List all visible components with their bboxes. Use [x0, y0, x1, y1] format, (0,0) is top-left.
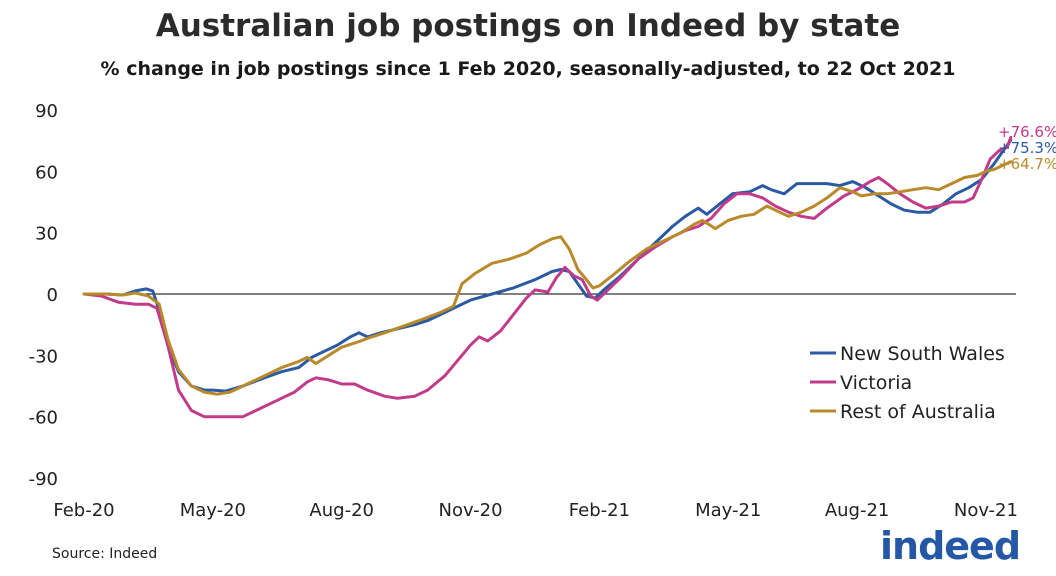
- series-lines: [82, 135, 1013, 419]
- x-tick-label: Nov-21: [954, 500, 1018, 521]
- y-tick-label: -60: [29, 408, 58, 429]
- legend-label: Rest of Australia: [840, 401, 996, 423]
- end-labels: +76.6%+75.3%+64.7%: [998, 123, 1056, 173]
- end-label: +76.6%: [998, 123, 1056, 141]
- legend: New South Wales Victoria Rest of Australia: [810, 343, 1005, 423]
- x-tick-label: Aug-21: [825, 500, 890, 521]
- end-label: +75.3%: [998, 139, 1056, 157]
- y-axis: 90 60 30 0 -30 -60 -90: [29, 101, 58, 490]
- y-tick-label: 0: [47, 285, 58, 306]
- series-line-new-south-wales: [82, 138, 1013, 393]
- x-tick-label: May-21: [695, 500, 761, 521]
- y-tick-label: 60: [35, 162, 58, 183]
- chart-subtitle: % change in job postings since 1 Feb 202…: [100, 58, 956, 80]
- x-tick-label: Aug-20: [309, 500, 374, 521]
- chart-title: Australian job postings on Indeed by sta…: [155, 8, 901, 44]
- y-tick-label: -30: [29, 346, 58, 367]
- x-tick-label: Feb-21: [569, 500, 630, 521]
- indeed-logo: indeed: [880, 524, 1021, 568]
- series-line-victoria: [82, 135, 1013, 419]
- legend-label: New South Wales: [840, 343, 1005, 365]
- x-tick-label: Feb-20: [53, 500, 114, 521]
- end-label: +64.7%: [998, 155, 1056, 173]
- x-tick-label: Nov-20: [439, 500, 503, 521]
- y-tick-label: 30: [35, 224, 58, 245]
- source-note: Source: Indeed: [52, 546, 158, 562]
- y-tick-label: -90: [29, 469, 58, 490]
- x-axis: Feb-20 May-20 Aug-20 Nov-20 Feb-21 May-21 Aug-…: [53, 500, 1018, 521]
- y-tick-label: 90: [35, 101, 58, 122]
- x-tick-label: May-20: [180, 500, 246, 521]
- legend-label: Victoria: [840, 372, 912, 394]
- series-line-rest-of-australia: [82, 160, 1013, 396]
